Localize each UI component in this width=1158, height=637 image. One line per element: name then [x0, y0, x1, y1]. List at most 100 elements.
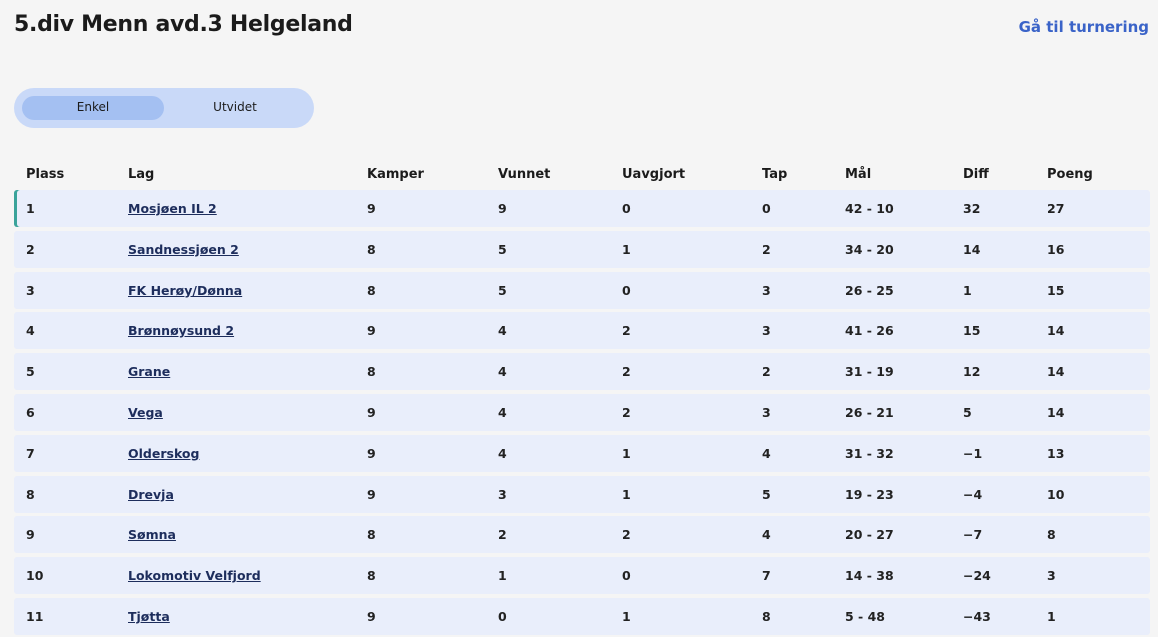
team-link[interactable]: Mosjøen IL 2 — [128, 201, 217, 216]
team-link[interactable]: Drevja — [128, 486, 174, 502]
toggle-option[interactable]: Enkel — [76, 100, 110, 114]
table-cell: 9 — [367, 201, 376, 216]
table-cell: 8 — [367, 241, 376, 257]
table-cell: 31 - 19 — [845, 364, 894, 380]
table-cell: 8 — [367, 568, 376, 584]
table-cell: 9 — [367, 486, 376, 502]
table-row: 8 Drevja 9 3 1 5 19 - 23 −4 10 — [14, 475, 1150, 513]
table-cell: 10 — [26, 568, 44, 584]
table-cell: 1 — [963, 282, 972, 298]
table-cell: 3 — [498, 486, 507, 502]
table-cell: 8 — [1047, 527, 1056, 543]
table-cell: 4 — [498, 364, 507, 380]
table-cell: 14 — [1047, 405, 1065, 420]
table-row: 6 Vega 9 4 2 3 26 - 21 5 14 — [14, 394, 1150, 431]
table-cell: 2 — [498, 527, 507, 543]
table-cell: −4 — [963, 486, 983, 502]
table-cell: 15 — [963, 323, 981, 339]
table-cell: 0 — [762, 201, 771, 216]
table-cell: 9 — [367, 609, 376, 624]
tournament-link[interactable]: Gå til turnering — [1018, 18, 1149, 36]
team-link[interactable]: Brønnøysund 2 — [128, 323, 235, 339]
table-cell: 7 — [762, 568, 771, 584]
table-cell: 5 — [498, 241, 507, 257]
table-cell: 14 - 38 — [845, 568, 894, 584]
table-cell: 3 — [762, 405, 771, 420]
table-cell: 27 — [1047, 201, 1065, 216]
table-cell: 32 — [963, 201, 981, 216]
column-header: Tap — [762, 167, 788, 182]
table-row: 2 Sandnessjøen 2 8 5 1 2 34 - 20 14 16 — [14, 230, 1150, 268]
table-cell: 2 — [762, 241, 771, 257]
table-cell: −1 — [963, 445, 983, 461]
column-header: Poeng — [1047, 167, 1093, 182]
table-cell: 11 — [26, 609, 44, 624]
view-toggle: Enkel Utvidet — [14, 88, 314, 128]
table-cell: 42 - 10 — [845, 201, 894, 216]
table-cell: 4 — [762, 527, 771, 543]
table-row: 10 Lokomotiv Velfjord 8 1 0 7 14 - 38 −24 3 — [14, 557, 1150, 595]
table-row: 4 Brønnøysund 2 9 4 2 3 41 - 26 15 14 — [14, 312, 1150, 350]
table-cell: 2 — [762, 364, 771, 380]
table-row: 7 Olderskog 9 4 1 4 31 - 32 −1 13 — [14, 434, 1150, 472]
table-cell: 8 — [26, 486, 35, 502]
table-cell: 31 - 32 — [845, 445, 894, 461]
column-header: Uavgjort — [622, 167, 686, 182]
table-row: 1 Mosjøen IL 2 9 9 0 0 42 - 10 32 27 — [14, 190, 1150, 227]
table-cell: 4 — [498, 405, 507, 420]
table-cell: 2 — [26, 241, 35, 257]
table-cell: 7 — [26, 445, 35, 461]
table-cell: 5 — [762, 486, 771, 502]
table-cell: −24 — [963, 568, 991, 584]
table-cell: 14 — [1047, 364, 1065, 380]
table-cell: 3 — [26, 282, 35, 298]
table-cell: 5 — [963, 405, 972, 420]
column-header: Mål — [845, 167, 872, 182]
table-cell: 9 — [367, 323, 376, 339]
table-cell: 4 — [498, 323, 507, 339]
table-cell: 8 — [367, 527, 376, 543]
table-cell: 2 — [622, 364, 631, 380]
column-header: Diff — [963, 167, 989, 182]
team-link[interactable]: FK Herøy/Dønna — [128, 282, 243, 298]
team-link[interactable]: Lokomotiv Velfjord — [128, 568, 261, 584]
table-cell: 9 — [498, 201, 507, 216]
table-cell: 1 — [1047, 609, 1056, 624]
table-cell: 1 — [622, 486, 631, 502]
table-cell: 8 — [367, 282, 376, 298]
table-cell: 2 — [622, 323, 631, 339]
table-cell: 4 — [498, 445, 507, 461]
table-cell: 0 — [622, 568, 631, 584]
team-link[interactable]: Sømna — [128, 527, 176, 543]
table-row: 9 Sømna 8 2 2 4 20 - 27 −7 8 — [14, 516, 1150, 554]
column-header: Vunnet — [498, 167, 551, 182]
table-cell: 34 - 20 — [845, 241, 894, 257]
table-cell: 26 - 21 — [845, 405, 894, 420]
table-cell: 26 - 25 — [845, 282, 894, 298]
table-cell: −7 — [963, 527, 983, 543]
table-cell: 5 — [26, 364, 35, 380]
team-link[interactable]: Tjøtta — [128, 609, 170, 624]
table-cell: 9 — [26, 527, 35, 543]
team-link[interactable]: Olderskog — [128, 445, 200, 461]
page-title: 5.div Menn avd.3 Helgeland — [14, 12, 353, 37]
table-cell: 4 — [762, 445, 771, 461]
table-cell: 5 — [498, 282, 507, 298]
table-cell: 10 — [1047, 486, 1065, 502]
table-cell: 2 — [622, 527, 631, 543]
team-link[interactable]: Sandnessjøen 2 — [128, 241, 239, 257]
table-cell: 9 — [367, 445, 376, 461]
table-cell: 16 — [1047, 241, 1065, 257]
table-cell: 3 — [1047, 568, 1056, 584]
table-row: 3 FK Herøy/Dønna 8 5 0 3 26 - 25 1 15 — [14, 271, 1150, 309]
table-cell: 9 — [367, 405, 376, 420]
table-cell: 1 — [622, 609, 631, 624]
team-link[interactable]: Grane — [128, 364, 171, 380]
table-cell: 3 — [762, 323, 771, 339]
table-cell: 20 - 27 — [845, 527, 894, 543]
toggle-option[interactable]: Utvidet — [213, 100, 257, 114]
table-cell: 1 — [26, 201, 35, 216]
table-cell: 1 — [622, 445, 631, 461]
team-link[interactable]: Vega — [128, 405, 163, 420]
table-cell: 1 — [498, 568, 507, 584]
